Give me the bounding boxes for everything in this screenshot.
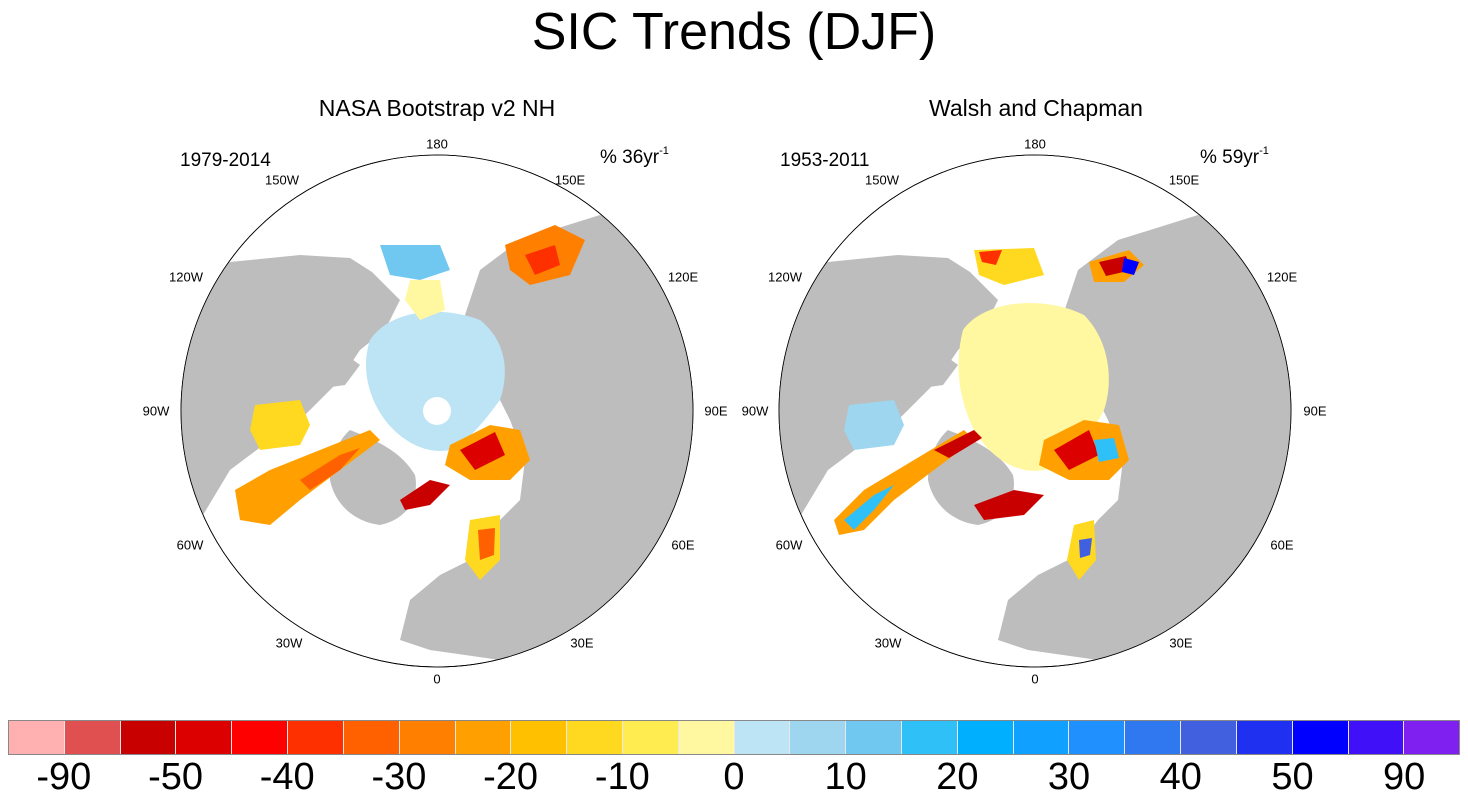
- colorbar-box: [1013, 721, 1070, 754]
- lon-label-120e: 120E: [667, 269, 699, 285]
- lon-label-90e: 90E: [1303, 403, 1327, 419]
- colorbar-label: -10: [594, 756, 650, 798]
- polar-map-walsh: [778, 154, 1292, 668]
- colorbar-label: 10: [824, 756, 867, 798]
- sea-ice-hudson: [250, 400, 310, 450]
- colorbar-box: [9, 721, 65, 754]
- colorbar-box: [120, 721, 177, 754]
- colorbar-label: 40: [1159, 756, 1202, 798]
- lon-label-60e: 60E: [671, 537, 695, 553]
- colorbar-box: [622, 721, 679, 754]
- colorbar-box: [790, 721, 847, 754]
- panel-years-nasa: 1979-2014: [180, 150, 271, 171]
- landmass-north-america: [779, 255, 998, 540]
- colorbar-box: [902, 721, 958, 754]
- landmass-archipelago: [853, 325, 998, 400]
- lon-label-60w: 60W: [176, 537, 204, 553]
- lon-label-0: 0: [1031, 671, 1039, 687]
- lon-label-150e: 150E: [554, 172, 586, 188]
- colorbar-box: [1181, 721, 1237, 754]
- colorbar-box: [1125, 721, 1182, 754]
- lon-label-30w: 30W: [874, 635, 902, 651]
- colorbar-box: [288, 721, 344, 754]
- colorbar-box: [1292, 721, 1349, 754]
- panel-units-nasa: % 36yr-1: [600, 145, 669, 168]
- panel-title-walsh: Walsh and Chapman: [929, 95, 1143, 121]
- landmass-archipelago: [255, 325, 400, 400]
- lon-label-150e: 150E: [1168, 172, 1200, 188]
- colorbar-box: [343, 721, 400, 754]
- figure-title: SIC Trends (DJF): [531, 3, 937, 61]
- sea-ice-hudson: [844, 400, 904, 450]
- colorbar-box: [734, 721, 791, 754]
- lon-label-90e: 90E: [704, 403, 728, 419]
- colorbar-box: [957, 721, 1014, 754]
- sea-ice-arctic: [365, 311, 505, 451]
- colorbar-box: [1348, 721, 1405, 754]
- lon-label-180: 180: [426, 136, 448, 152]
- colorbar-label: -50: [148, 756, 203, 798]
- lon-label-90w: 90W: [741, 403, 769, 419]
- colorbar-label: -20: [483, 756, 539, 798]
- panel-title-nasa: NASA Bootstrap v2 NH: [318, 95, 556, 121]
- lon-label-120w: 120W: [768, 269, 802, 285]
- polar-map-nasa: [180, 154, 694, 668]
- sea-ice-bering: [380, 245, 450, 280]
- colorbar-box: [846, 721, 902, 754]
- colorbar-box: [1069, 721, 1126, 754]
- colorbar-label: 0: [723, 756, 745, 798]
- lon-label-120w: 120W: [169, 269, 203, 285]
- lon-label-90w: 90W: [142, 403, 170, 419]
- lon-label-60w: 60W: [775, 537, 803, 553]
- lon-label-150w: 150W: [865, 172, 899, 188]
- colorbar-label: 20: [936, 756, 979, 798]
- colorbar-box: [176, 721, 233, 754]
- panel-units-walsh: % 59yr-1: [1200, 145, 1269, 168]
- lon-label-30e: 30E: [1169, 635, 1193, 651]
- colorbar-box: [678, 721, 735, 754]
- colorbar-box: [1236, 721, 1293, 754]
- colorbar-box: [511, 721, 568, 754]
- colorbar-box: [1404, 721, 1460, 754]
- lon-label-60e: 60E: [1270, 537, 1294, 553]
- lon-label-30e: 30E: [570, 635, 594, 651]
- colorbar-label: -30: [371, 756, 427, 798]
- colorbar-box: [455, 721, 512, 754]
- colorbar-label: 50: [1271, 756, 1314, 798]
- lon-label-120e: 120E: [1266, 269, 1298, 285]
- lon-label-180: 180: [1024, 136, 1046, 152]
- colorbar-box: [64, 721, 121, 754]
- colorbar-label: 90: [1383, 756, 1426, 798]
- lon-label-30w: 30W: [275, 635, 303, 651]
- lon-label-150w: 150W: [265, 172, 299, 188]
- colorbar-labels: -90 -50 -40 -30 -20 -10 0 10 20 30 40 50 90: [8, 756, 1460, 801]
- colorbar-box: [567, 721, 623, 754]
- colorbar: [8, 720, 1460, 755]
- colorbar-label: -90: [36, 756, 92, 798]
- panel-years-walsh: 1953-2011: [780, 150, 870, 171]
- colorbar-label: 30: [1047, 756, 1091, 798]
- colorbar-box: [399, 721, 456, 754]
- landmass-north-america: [181, 255, 400, 540]
- colorbar-box: [232, 721, 289, 754]
- lon-label-0: 0: [433, 671, 441, 687]
- colorbar-label: -40: [259, 756, 315, 798]
